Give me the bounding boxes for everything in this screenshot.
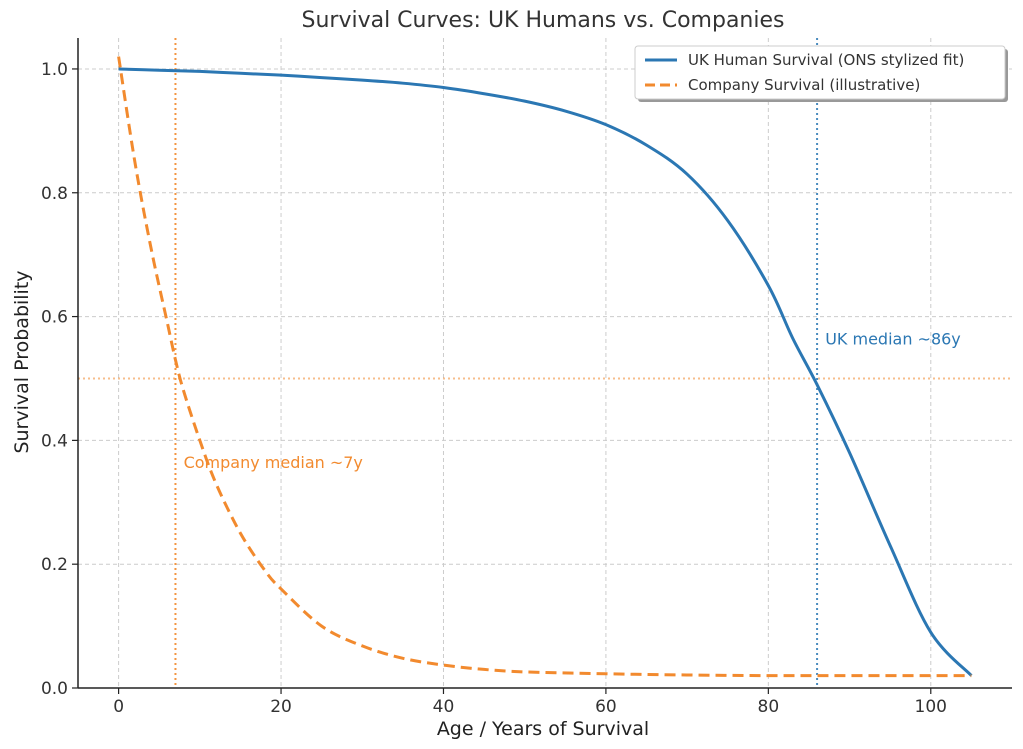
y-axis-label: Survival Probability [11, 270, 33, 453]
legend-label-company: Company Survival (illustrative) [688, 76, 920, 94]
company-survival-line [117, 56, 972, 678]
axes [72, 38, 1012, 694]
grid-lines [78, 38, 1012, 689]
y-tick-label: 0.0 [41, 679, 68, 699]
x-tick-label: 20 [270, 697, 292, 717]
x-tick-label: 0 [113, 697, 124, 717]
y-tick-label: 0.6 [41, 308, 68, 328]
legend: UK Human Survival (ONS stylized fit) Com… [634, 45, 1008, 102]
legend-label-human: UK Human Survival (ONS stylized fit) [688, 51, 964, 69]
y-tick-label: 1.0 [41, 60, 68, 80]
series-lines [117, 56, 973, 678]
x-axis-label: Age / Years of Survival [437, 718, 649, 740]
chart-title: Survival Curves: UK Humans vs. Companies [301, 8, 784, 33]
x-tick-label: 80 [758, 697, 780, 717]
human-survival-line [118, 67, 973, 677]
tick-labels: 0 20 40 60 80 100 0.0 0.2 0.4 0.6 0.8 1.0 [41, 60, 947, 717]
x-tick-label: 40 [433, 697, 455, 717]
y-tick-label: 0.2 [41, 555, 68, 575]
company-median-annotation: Company median ~7y [184, 453, 363, 472]
human-median-annotation: UK median ~86y [825, 329, 961, 348]
reference-lines [78, 38, 1012, 688]
x-tick-label: 100 [915, 697, 947, 717]
y-tick-label: 0.4 [41, 431, 68, 451]
x-tick-label: 60 [595, 697, 617, 717]
legend-box [634, 45, 1006, 100]
y-tick-label: 0.8 [41, 184, 68, 204]
